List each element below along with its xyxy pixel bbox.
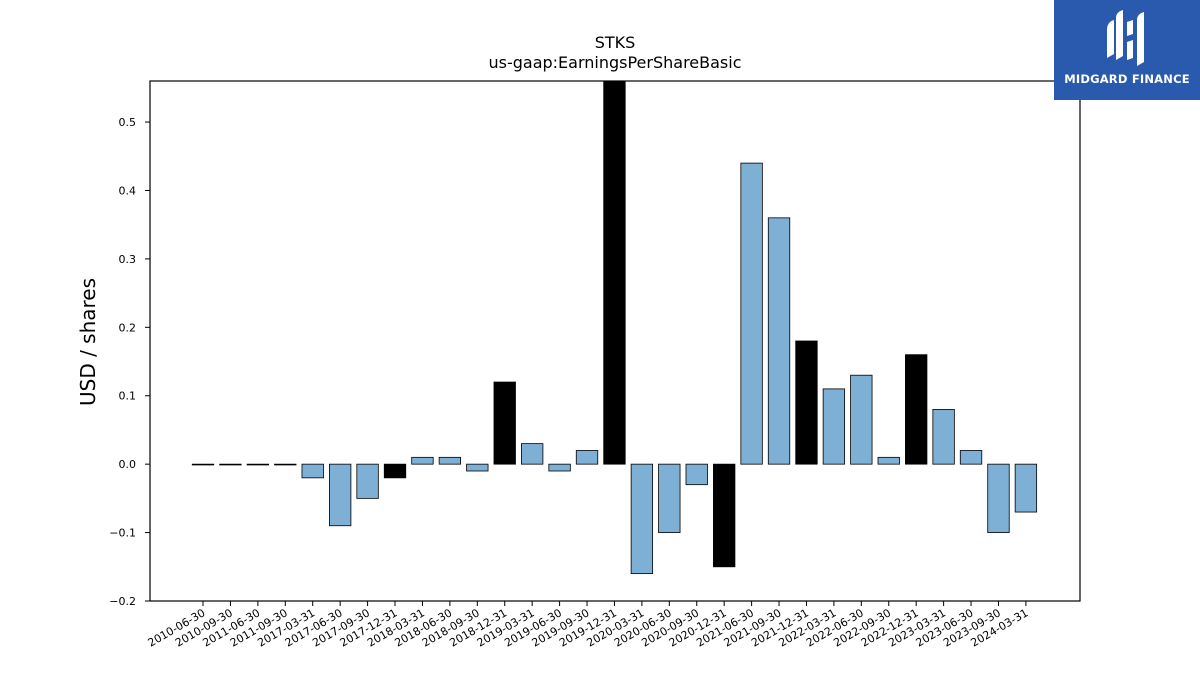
bar xyxy=(959,450,983,465)
bar xyxy=(932,409,955,465)
bar xyxy=(905,354,928,465)
bar xyxy=(356,463,379,499)
bar xyxy=(630,463,654,575)
bar xyxy=(603,80,626,465)
y-axis-label: USD / shares xyxy=(76,278,100,406)
bar xyxy=(493,381,516,465)
bar xyxy=(987,463,1010,533)
y-tick-label: 0.1 xyxy=(119,390,137,403)
bar xyxy=(548,463,571,472)
y-ticks: 0.5 0.4 0.3 0.2 0.1 0.0 −0.1 −0.2 xyxy=(109,116,150,608)
bar xyxy=(740,162,763,465)
bar xyxy=(767,217,791,465)
bar xyxy=(466,463,489,472)
y-tick-label: 0.5 xyxy=(119,116,137,129)
y-tick-label: 0.4 xyxy=(119,184,137,197)
bar xyxy=(191,463,215,466)
bar xyxy=(713,463,736,568)
bar xyxy=(822,388,846,465)
bar xyxy=(521,443,544,465)
bar xyxy=(685,463,708,486)
bar xyxy=(383,463,407,479)
bar xyxy=(438,456,462,465)
x-ticks: 2010-06-302010-09-302011-06-302011-09-30… xyxy=(146,601,1030,650)
bar xyxy=(575,450,599,465)
bar xyxy=(328,463,352,527)
plot-frame xyxy=(149,80,1081,602)
bar xyxy=(246,463,270,466)
bar xyxy=(1014,463,1038,513)
y-tick-label: −0.2 xyxy=(109,595,136,608)
bars-layer xyxy=(191,80,1038,575)
chart-title: STKS xyxy=(595,33,636,52)
y-tick-label: 0.2 xyxy=(119,321,137,334)
y-tick-label: −0.1 xyxy=(109,527,136,540)
bar xyxy=(411,456,434,465)
bar xyxy=(274,463,297,466)
y-tick-label: 0.0 xyxy=(119,458,137,471)
y-tick-label: 0.3 xyxy=(119,253,137,266)
bar xyxy=(795,340,818,465)
midgard-finance-logo: MIDGARD FINANCE xyxy=(1054,0,1200,100)
bar xyxy=(877,456,900,465)
logo-text: MIDGARD FINANCE xyxy=(1064,72,1190,86)
bar xyxy=(850,374,873,465)
logo-mark-icon xyxy=(1107,10,1144,66)
chart-subtitle: us-gaap:EarningsPerShareBasic xyxy=(488,53,741,72)
bar xyxy=(658,463,681,533)
bar xyxy=(301,463,324,479)
bar xyxy=(219,463,242,466)
